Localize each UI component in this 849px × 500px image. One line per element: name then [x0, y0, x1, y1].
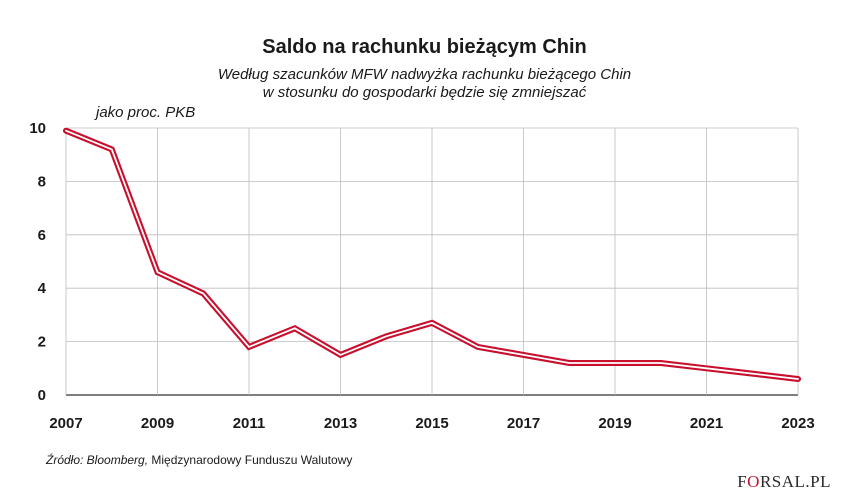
source-note: Źródło: Bloomberg, Międzynarodowy Fundus… [46, 453, 352, 467]
subtitle-line-2: w stosunku do gospodarki będzie się zmni… [262, 84, 587, 101]
y-tick-label: 6 [38, 227, 46, 244]
data-series [63, 127, 801, 382]
series-line-inner [65, 129, 799, 380]
y-tick-label: 2 [38, 334, 46, 351]
x-tick-label: 2011 [233, 415, 266, 432]
x-tick-label: 2013 [324, 415, 357, 432]
y-tick-label: 0 [38, 387, 46, 404]
source-rest: Międzynarodowy Funduszu Walutowy [148, 453, 353, 467]
x-tick-label: 2021 [690, 415, 723, 432]
grid-lines [65, 127, 799, 396]
x-tick-label: 2019 [598, 415, 631, 432]
x-tick-label: 2009 [141, 415, 174, 432]
x-tick-labels: 2007 2009 2011 2013 2015 2017 2019 2021 2023 [49, 415, 814, 432]
forsal-logo: FORSAL.PL [737, 472, 831, 491]
y-tick-labels: 0 2 4 6 8 10 [29, 120, 46, 404]
y-tick-label: 10 [29, 120, 46, 137]
y-tick-label: 8 [38, 173, 46, 190]
subtitle-line-1: Według szacunków MFW nadwyżka rachunku b… [217, 66, 632, 83]
source-italic: Źródło: Bloomberg, [46, 453, 149, 467]
chart-subtitle: Według szacunków MFW nadwyżka rachunku b… [0, 66, 849, 102]
x-tick-label: 2015 [415, 415, 448, 432]
x-tick-label: 2023 [781, 415, 814, 432]
x-tick-label: 2007 [49, 415, 82, 432]
x-tick-label: 2017 [507, 415, 540, 432]
y-axis-unit-label: jako proc. PKB [96, 104, 196, 121]
y-tick-label: 4 [38, 280, 47, 297]
chart-title: Saldo na rachunku bieżącym Chin [262, 36, 587, 58]
